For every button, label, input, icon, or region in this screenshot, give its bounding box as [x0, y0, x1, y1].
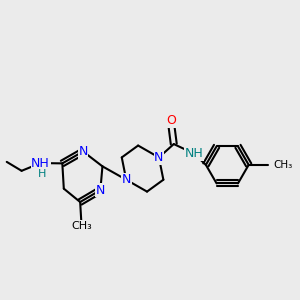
- Text: N: N: [122, 173, 131, 186]
- Text: CH₃: CH₃: [273, 160, 292, 170]
- Text: CH₃: CH₃: [71, 221, 92, 231]
- Text: N: N: [96, 184, 105, 196]
- Text: NH: NH: [31, 157, 50, 169]
- Text: O: O: [166, 114, 176, 128]
- Text: N: N: [78, 145, 88, 158]
- Text: NH: NH: [184, 147, 203, 160]
- Text: H: H: [38, 169, 46, 179]
- Text: N: N: [154, 151, 164, 164]
